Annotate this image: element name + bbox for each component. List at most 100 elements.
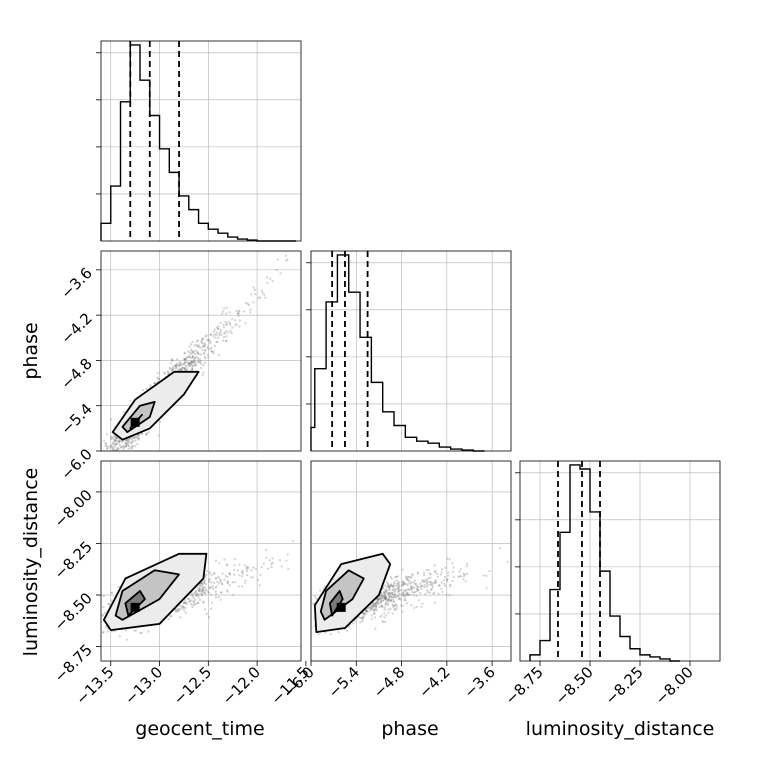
scatter-point <box>233 558 237 561</box>
scatter-point <box>202 337 205 341</box>
scatter-point <box>380 599 383 602</box>
scatter-point <box>137 437 140 440</box>
scatter-point <box>187 362 191 366</box>
scatter-point <box>383 596 387 600</box>
scatter-point <box>385 602 388 605</box>
scatter-point <box>229 322 232 325</box>
scatter-point <box>194 364 197 367</box>
scatter-point <box>192 603 195 606</box>
scatter-point <box>423 586 426 589</box>
scatter-point <box>388 588 392 591</box>
scatter-point <box>384 603 387 606</box>
scatter-point <box>413 579 416 582</box>
scatter-point <box>368 609 371 612</box>
scatter-point <box>192 361 195 364</box>
scatter-point <box>181 363 184 366</box>
scatter-point <box>109 444 112 447</box>
scatter-point <box>204 592 207 595</box>
scatter-point <box>445 593 448 596</box>
scatter-point <box>218 562 221 565</box>
scatter-point <box>216 580 219 583</box>
scatter-point <box>378 605 381 609</box>
scatter-point <box>401 580 404 583</box>
scatter-point <box>252 301 255 304</box>
scatter-point <box>388 594 391 597</box>
scatter-point <box>226 575 229 578</box>
scatter-point <box>235 323 238 326</box>
scatter-point <box>410 590 414 593</box>
scatter-point <box>200 341 203 344</box>
scatter-point <box>190 360 193 364</box>
scatter-point <box>223 558 226 561</box>
scatter-point <box>380 601 383 604</box>
scatter-point <box>385 599 389 603</box>
scatter-point <box>375 603 378 606</box>
scatter-point <box>126 441 129 444</box>
scatter-point <box>365 611 368 614</box>
scatter-point <box>268 559 271 562</box>
scatter-point <box>180 363 183 366</box>
scatter-point <box>200 582 204 585</box>
scatter-point <box>405 591 408 594</box>
scatter-point <box>202 600 205 603</box>
scatter-point <box>177 365 181 368</box>
scatter-point <box>223 578 226 581</box>
geocent_time-vs-phase <box>101 251 301 452</box>
scatter-point <box>101 613 105 617</box>
scatter-point <box>196 594 199 597</box>
scatter-point <box>149 384 152 387</box>
scatter-point <box>324 585 327 588</box>
scatter-point <box>271 561 274 565</box>
scatter-point <box>225 306 228 309</box>
scatter-point <box>371 604 374 608</box>
scatter-point <box>208 586 211 589</box>
scatter-point <box>197 352 200 355</box>
scatter-point <box>229 323 232 326</box>
scatter-point <box>113 439 116 443</box>
scatter-point <box>222 326 226 329</box>
scatter-point <box>212 572 216 575</box>
scatter-point <box>215 333 218 336</box>
scatter-point <box>380 604 383 607</box>
scatter-point <box>261 291 264 295</box>
scatter-point <box>245 570 249 573</box>
scatter-point <box>174 367 177 370</box>
scatter-point <box>373 603 376 606</box>
scatter-point <box>131 445 134 448</box>
scatter-point <box>218 577 221 580</box>
scatter-point <box>380 604 383 607</box>
scatter-point <box>210 581 213 584</box>
scatter-point <box>171 359 174 362</box>
scatter-point <box>395 603 398 606</box>
scatter-point <box>225 322 228 325</box>
scatter-point <box>181 607 184 610</box>
scatter-point <box>180 361 183 364</box>
scatter-point <box>392 598 395 601</box>
scatter-point <box>208 348 212 351</box>
scatter-point <box>225 564 228 567</box>
scatter-point <box>187 598 191 601</box>
scatter-point <box>116 437 119 440</box>
scatter-point <box>203 591 206 594</box>
scatter-point <box>102 631 105 634</box>
scatter-point <box>110 446 113 449</box>
scatter-point <box>153 382 157 385</box>
scatter-point <box>181 604 184 607</box>
scatter-point <box>244 579 247 582</box>
scatter-point <box>107 602 110 606</box>
scatter-point <box>409 575 412 578</box>
scatter-point <box>421 579 424 582</box>
scatter-point <box>426 580 429 583</box>
scatter-point <box>387 611 390 614</box>
scatter-point <box>373 610 376 613</box>
scatter-point <box>396 588 399 591</box>
scatter-point <box>389 599 392 602</box>
scatter-point <box>401 610 404 613</box>
scatter-point <box>164 372 167 375</box>
scatter-point <box>254 293 257 296</box>
scatter-point <box>179 608 182 611</box>
scatter-point <box>372 602 375 606</box>
scatter-point <box>224 320 227 323</box>
scatter-point <box>212 350 215 353</box>
scatter-point <box>366 609 369 613</box>
